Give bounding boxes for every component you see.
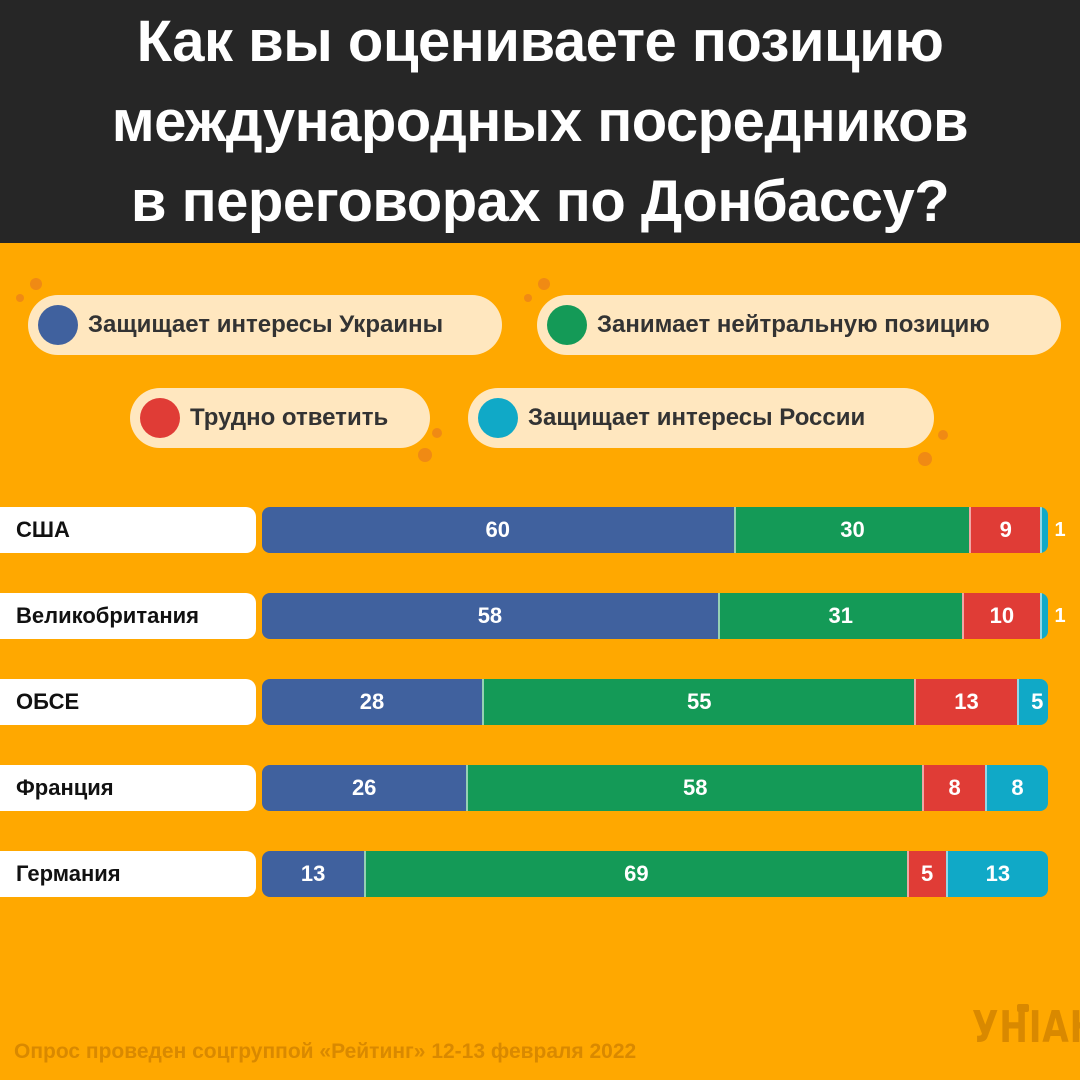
legend-label: Защищает интересы России (528, 404, 866, 431)
bar-segment (1040, 593, 1048, 639)
bar-segment: 9 (969, 507, 1041, 553)
bar-segment: 55 (482, 679, 915, 725)
title-line: Как вы оцениваете позицию (136, 8, 944, 74)
bar-segment: 8 (985, 765, 1048, 811)
legend-item-hard-to-say: Трудно ответить (130, 388, 430, 448)
category-label: Великобритания (0, 593, 256, 639)
bar-segment: 69 (364, 851, 907, 897)
decor-dot (418, 448, 432, 462)
bar-segment: 58 (466, 765, 923, 811)
bar-segment: 13 (262, 851, 365, 897)
category-label: Франция (0, 765, 256, 811)
legend-label: Занимает нейтральную позицию (597, 311, 990, 338)
title-line: международных посредников (111, 88, 969, 154)
bar-segment: 31 (717, 593, 962, 639)
bar-segment: 30 (733, 507, 970, 553)
bar-segment: 13 (945, 851, 1048, 897)
legend-label: Трудно ответить (190, 404, 389, 431)
logo-mark (1017, 1004, 1029, 1012)
legend-swatch (478, 398, 518, 438)
decor-dot (432, 428, 442, 438)
category-label: США (0, 507, 256, 553)
bar-segment (1040, 507, 1048, 553)
bar-segment: 5 (906, 851, 946, 897)
data-label: 1 (1054, 518, 1066, 541)
decor-dot (938, 430, 948, 440)
bar-row: 28 55 13 5 (262, 679, 1048, 725)
footer-source: Опрос проведен соцгруппой «Рейтинг» 12-1… (14, 1040, 637, 1063)
decor-dot (30, 278, 42, 290)
legend-swatch (38, 305, 78, 345)
bar-row: 60 30 9 (262, 507, 1048, 553)
legend-item-ukraine: Защищает интересы Украины (28, 295, 502, 355)
legend-swatch (547, 305, 587, 345)
bar-segment: 58 (262, 593, 718, 639)
decor-dot (524, 294, 532, 302)
category-label: Германия (0, 851, 256, 897)
bar-segment: 5 (1016, 679, 1048, 725)
bar-row: 58 31 10 (262, 593, 1048, 639)
bar-segment: 26 (262, 765, 467, 811)
category-label: ОБСЕ (0, 679, 256, 725)
bar-segment: 60 (262, 507, 734, 553)
decor-dot (918, 452, 932, 466)
bar-segment: 8 (922, 765, 986, 811)
decor-dot (16, 294, 24, 302)
legend-item-neutral: Занимает нейтральную позицию (537, 295, 1061, 355)
title-line: в переговорах по Донбассу? (130, 168, 950, 234)
legend-swatch (140, 398, 180, 438)
logo: УНІАН (972, 1002, 1080, 1053)
bar-segment: 10 (961, 593, 1041, 639)
bar-row: 13 69 5 13 (262, 851, 1048, 897)
data-label: 1 (1054, 604, 1066, 627)
legend-item-russia: Защищает интересы России (468, 388, 934, 448)
chart-title: Как вы оцениваете позицию международных … (10, 2, 1070, 242)
bar-row: 26 58 8 8 (262, 765, 1048, 811)
decor-dot (538, 278, 550, 290)
bar-segment: 28 (262, 679, 483, 725)
title-banner: Как вы оцениваете позицию международных … (0, 0, 1080, 243)
bar-segment: 13 (914, 679, 1017, 725)
legend-label: Защищает интересы Украины (88, 311, 444, 338)
